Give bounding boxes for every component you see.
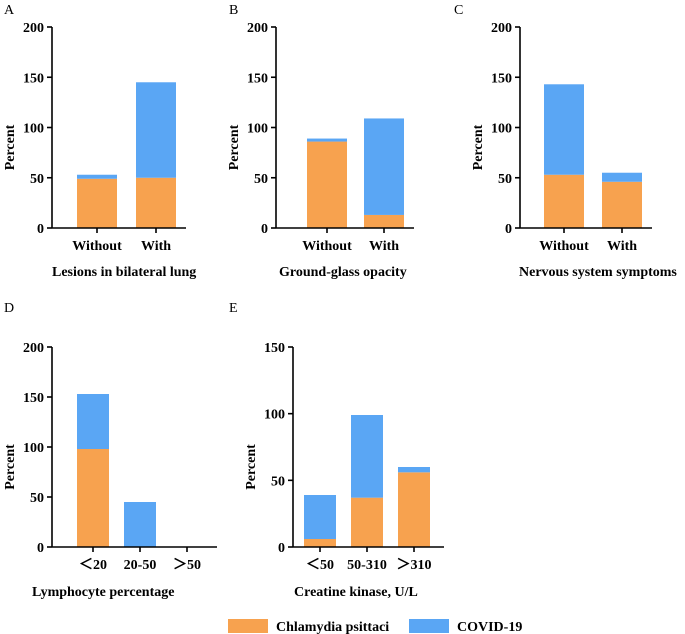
y-tick-label: 200: [247, 21, 268, 36]
panel-b: B 0 50 100 150 200 Without With Percent Ground-gl…: [227, 3, 414, 280]
panel-letter: C: [454, 3, 463, 18]
x-axis-title: Lymphocyte percentage: [32, 585, 174, 600]
x-axis-title: Lesions in bilateral lung: [52, 265, 196, 280]
x-tick-label: ＞50: [173, 558, 201, 573]
y-tick-label: 200: [23, 21, 44, 36]
x-tick-label: ＜20: [79, 558, 107, 573]
x-axis-title: Ground-glass opacity: [279, 265, 407, 280]
y-tick-label: 100: [247, 122, 268, 137]
bar-chlamydia-1: [364, 214, 404, 228]
panel-c: C 0 50 100 150 200 Without With Percent Nervous s…: [454, 3, 677, 280]
x-tick-label: ＜50: [306, 558, 334, 573]
legend: Chlamydia psittaci COVID-19: [228, 619, 522, 634]
y-axis-title: Percent: [3, 444, 18, 490]
x-tick-label: 50-310: [347, 558, 387, 573]
y-tick-label: 0: [278, 541, 285, 556]
y-axis-title: Percent: [244, 444, 259, 490]
bar-chlamydia-0: [544, 174, 584, 228]
legend-swatch-0: [228, 619, 268, 633]
y-tick-label: 50: [30, 491, 44, 506]
bar-chlamydia-0: [77, 449, 109, 547]
y-tick-label: 50: [271, 474, 285, 489]
bar-covid-0: [544, 84, 584, 175]
bar-chlamydia-0: [307, 141, 347, 228]
panel-letter: A: [4, 3, 15, 18]
y-tick-label: 0: [37, 222, 44, 237]
y-tick-label: 150: [23, 391, 44, 406]
y-tick-label: 100: [23, 122, 44, 137]
y-tick-label: 150: [247, 71, 268, 86]
x-axis-title: Nervous system symptoms: [519, 265, 677, 280]
bar-covid-0: [77, 394, 109, 449]
x-tick-label: With: [607, 239, 637, 254]
y-tick-label: 0: [261, 222, 268, 237]
y-tick-label: 150: [23, 71, 44, 86]
panel-letter: D: [4, 301, 14, 316]
y-tick-label: 0: [505, 222, 512, 237]
y-tick-label: 200: [491, 21, 512, 36]
bar-covid-0: [77, 174, 117, 179]
bar-covid-0: [304, 495, 336, 539]
y-tick-label: 100: [23, 441, 44, 456]
x-tick-label: Without: [72, 239, 122, 254]
x-tick-label: Without: [302, 239, 352, 254]
bar-chlamydia-1: [136, 177, 176, 228]
y-tick-label: 200: [23, 341, 44, 356]
bar-covid-2: [398, 467, 430, 473]
y-tick-label: 0: [37, 541, 44, 556]
x-tick-label: With: [141, 239, 171, 254]
y-tick-label: 150: [491, 71, 512, 86]
x-tick-label: With: [369, 239, 399, 254]
bar-covid-1: [602, 172, 642, 182]
bar-chlamydia-0: [304, 539, 336, 547]
bar-chlamydia-2: [398, 472, 430, 547]
legend-swatch-1: [409, 619, 449, 633]
bar-covid-1: [136, 82, 176, 178]
panel-letter: E: [229, 301, 238, 316]
panel-a: A 0 50 100 150 200 Without With Percent Lesions i…: [3, 3, 196, 280]
x-tick-label: 20-50: [124, 558, 157, 573]
bar-covid-1: [124, 502, 156, 547]
y-axis-title: Percent: [3, 124, 18, 170]
y-tick-label: 50: [30, 172, 44, 187]
panel-e: E 0 50 100 150 ＜50 50-310 ＞310 Percent Creatine k…: [229, 301, 444, 600]
y-tick-label: 150: [264, 341, 285, 356]
y-tick-label: 50: [498, 172, 512, 187]
bar-chlamydia-0: [77, 178, 117, 228]
legend-label-0: Chlamydia psittaci: [276, 620, 389, 634]
y-tick-label: 100: [491, 122, 512, 137]
y-tick-label: 50: [254, 172, 268, 187]
x-axis-title: Creatine kinase, U/L: [294, 585, 418, 600]
y-axis-title: Percent: [471, 124, 486, 170]
panel-letter: B: [229, 3, 238, 18]
bar-covid-1: [364, 118, 404, 215]
bar-chlamydia-1: [602, 181, 642, 228]
bar-covid-1: [351, 415, 383, 498]
bar-covid-0: [307, 138, 347, 142]
panel-d: D 0 50 100 150 200 ＜20 20-50 ＞50 Percent Lymphocyt…: [3, 301, 217, 600]
x-tick-label: Without: [539, 239, 589, 254]
x-tick-label: ＞310: [397, 558, 432, 573]
legend-label-1: COVID-19: [457, 620, 522, 634]
y-tick-label: 100: [264, 408, 285, 423]
bar-chlamydia-1: [351, 497, 383, 547]
y-axis-title: Percent: [227, 124, 242, 170]
